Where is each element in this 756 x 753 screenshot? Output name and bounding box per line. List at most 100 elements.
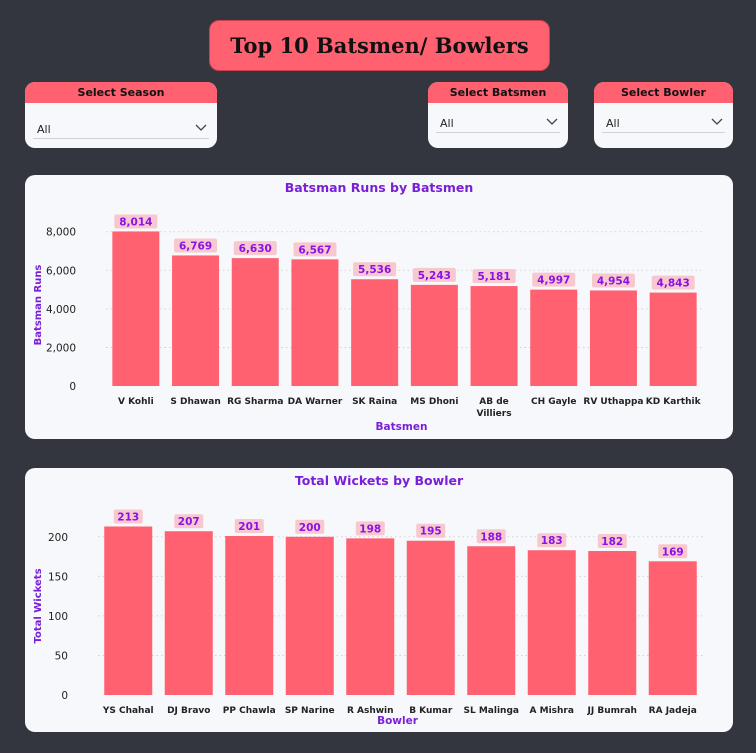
data-label-bg bbox=[113, 509, 143, 524]
data-label-bg bbox=[597, 534, 627, 549]
bar[interactable] bbox=[112, 231, 160, 386]
data-label-bg bbox=[532, 272, 576, 287]
bar[interactable] bbox=[225, 535, 274, 695]
chevron-down-icon bbox=[195, 124, 207, 131]
batsman-runs-chart: Batsman Runs by Batsmen 0 2,000 4,000 6,000 8… bbox=[33, 180, 703, 433]
bar[interactable] bbox=[410, 284, 458, 386]
batsmen-slicer: Select Batsmen All bbox=[428, 82, 568, 148]
data-label: 5,181 bbox=[477, 271, 510, 283]
x-tick-label: RA Jadeja bbox=[649, 706, 697, 716]
x-tick-label: SL Malinga bbox=[464, 706, 519, 716]
y-tick-label: 0 bbox=[61, 690, 68, 702]
bowler-slicer: Select Bowler All bbox=[594, 82, 733, 148]
data-label-bg bbox=[355, 521, 385, 536]
bowler-dropdown-value: All bbox=[606, 117, 620, 130]
bar[interactable] bbox=[231, 258, 279, 386]
data-label-bg bbox=[412, 267, 456, 282]
bar[interactable] bbox=[470, 286, 518, 386]
batsman-runs-card: Batsman Runs by Batsmen 0 2,000 4,000 6,000 8… bbox=[25, 175, 733, 439]
bar[interactable] bbox=[588, 551, 637, 695]
x-tick-label: SP Narine bbox=[285, 706, 335, 716]
bowler-wickets-card: Total Wickets by Bowler 0 50 100 150 200 Total… bbox=[25, 468, 733, 732]
chevron-down-icon bbox=[711, 118, 723, 125]
x-tick-label: S Dhawan bbox=[170, 397, 220, 407]
y-tick-label: 0 bbox=[69, 381, 76, 393]
bowler-dropdown[interactable]: All bbox=[602, 116, 725, 133]
data-label-bg bbox=[233, 241, 277, 256]
bar[interactable] bbox=[467, 546, 516, 695]
data-label: 4,843 bbox=[657, 278, 690, 290]
y-tick-label: 6,000 bbox=[46, 265, 76, 277]
data-label: 8,014 bbox=[119, 216, 152, 228]
x-tick-label: B Kumar bbox=[409, 706, 453, 716]
y-tick-label: 8,000 bbox=[46, 227, 76, 239]
chart-title: Total Wickets by Bowler bbox=[295, 473, 464, 488]
bar[interactable] bbox=[104, 526, 153, 695]
x-tick-label: KD Karthik bbox=[646, 397, 702, 407]
data-label-bg bbox=[416, 523, 446, 538]
data-label: 169 bbox=[662, 546, 684, 558]
data-label: 201 bbox=[238, 521, 260, 533]
bar[interactable] bbox=[530, 289, 578, 386]
data-label-bg bbox=[476, 529, 506, 544]
season-slicer: Select Season All bbox=[25, 82, 217, 148]
x-tick-label: MS Dhoni bbox=[410, 397, 458, 407]
data-label: 6,567 bbox=[298, 244, 331, 256]
bar[interactable] bbox=[649, 292, 697, 386]
y-tick-label: 2,000 bbox=[46, 342, 76, 354]
bar[interactable] bbox=[589, 290, 637, 386]
data-label: 200 bbox=[299, 522, 321, 534]
season-dropdown[interactable]: All bbox=[33, 122, 209, 139]
batsmen-slicer-label: Select Batsmen bbox=[428, 82, 568, 103]
bar[interactable] bbox=[406, 540, 455, 695]
batsmen-dropdown[interactable]: All bbox=[436, 116, 560, 133]
data-label: 207 bbox=[178, 516, 200, 528]
x-tick-label: AB de Villiers bbox=[477, 397, 512, 419]
season-dropdown-value: All bbox=[37, 123, 51, 136]
bar[interactable] bbox=[291, 259, 339, 386]
x-tick-label: RV Uthappa bbox=[583, 397, 643, 407]
season-slicer-label: Select Season bbox=[25, 82, 217, 103]
bar[interactable] bbox=[351, 279, 399, 386]
y-tick-label: 4,000 bbox=[46, 304, 76, 316]
page-title: Top 10 Batsmen/ Bowlers bbox=[209, 20, 550, 71]
data-label: 182 bbox=[601, 536, 623, 548]
bowler-slicer-label: Select Bowler bbox=[594, 82, 733, 103]
x-tick-label: YS Chahal bbox=[102, 706, 154, 716]
data-label-bg bbox=[591, 273, 635, 288]
data-label: 195 bbox=[420, 526, 442, 538]
x-tick-label: R Ashwin bbox=[347, 706, 394, 716]
data-label-bg bbox=[472, 269, 516, 284]
y-axis-label: Total Wickets bbox=[33, 568, 44, 643]
y-tick-label: 150 bbox=[48, 571, 68, 583]
y-tick-label: 100 bbox=[48, 611, 68, 623]
x-axis-label: Batsmen bbox=[376, 421, 428, 433]
x-tick-label: PP Chawla bbox=[223, 706, 276, 716]
x-tick-label: DA Warner bbox=[288, 397, 343, 407]
data-label-bg bbox=[658, 544, 688, 559]
data-label-bg bbox=[234, 518, 264, 533]
x-tick-label: SK Raina bbox=[352, 397, 397, 407]
batsmen-dropdown-value: All bbox=[440, 117, 454, 130]
bar[interactable] bbox=[346, 538, 395, 695]
x-tick-label: A Mishra bbox=[530, 706, 574, 716]
data-label-bg bbox=[174, 514, 204, 529]
y-tick-label: 200 bbox=[48, 532, 68, 544]
data-label-bg bbox=[537, 533, 567, 548]
data-label-bg bbox=[174, 238, 218, 253]
x-tick-label: DJ Bravo bbox=[167, 706, 210, 716]
bar[interactable] bbox=[164, 531, 213, 695]
x-tick-label: JJ Bumrah bbox=[587, 706, 637, 716]
data-label: 5,536 bbox=[358, 264, 391, 276]
bar[interactable] bbox=[285, 536, 334, 695]
data-label: 6,769 bbox=[179, 240, 212, 252]
data-label-bg bbox=[295, 519, 325, 534]
data-label-bg bbox=[651, 275, 695, 290]
bar[interactable] bbox=[527, 550, 576, 695]
bowler-wickets-chart: Total Wickets by Bowler 0 50 100 150 200 Total… bbox=[33, 473, 703, 727]
bar[interactable] bbox=[648, 561, 697, 695]
chevron-down-icon bbox=[546, 118, 558, 125]
bar[interactable] bbox=[172, 255, 220, 386]
x-tick-label: V Kohli bbox=[118, 397, 154, 407]
x-tick-label: RG Sharma bbox=[227, 397, 283, 407]
